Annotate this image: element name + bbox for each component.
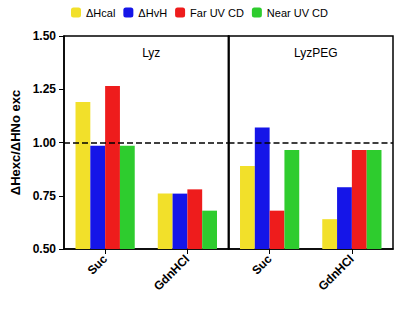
svg-text:ΔHcal: ΔHcal: [86, 7, 115, 19]
svg-text:1.00: 1.00: [33, 136, 57, 150]
svg-text:0.50: 0.50: [33, 242, 57, 256]
svg-text:0.75: 0.75: [33, 189, 57, 203]
svg-text:1.25: 1.25: [33, 82, 57, 96]
svg-text:ΔHexc/ΔHNo exc: ΔHexc/ΔHNo exc: [8, 90, 23, 195]
svg-text:GdnHCl: GdnHCl: [151, 252, 192, 293]
svg-text:Suc: Suc: [249, 252, 275, 278]
svg-text:GdnHCl: GdnHCl: [315, 252, 356, 293]
svg-text:Near UV CD: Near UV CD: [267, 7, 328, 19]
svg-text:Far UV CD: Far UV CD: [190, 7, 244, 19]
svg-text:LyzPEG: LyzPEG: [294, 46, 338, 60]
svg-text:Suc: Suc: [85, 252, 111, 278]
svg-text:1.50: 1.50: [33, 29, 57, 43]
svg-text:ΔHvH: ΔHvH: [138, 7, 167, 19]
svg-text:Lyz: Lyz: [142, 46, 160, 60]
